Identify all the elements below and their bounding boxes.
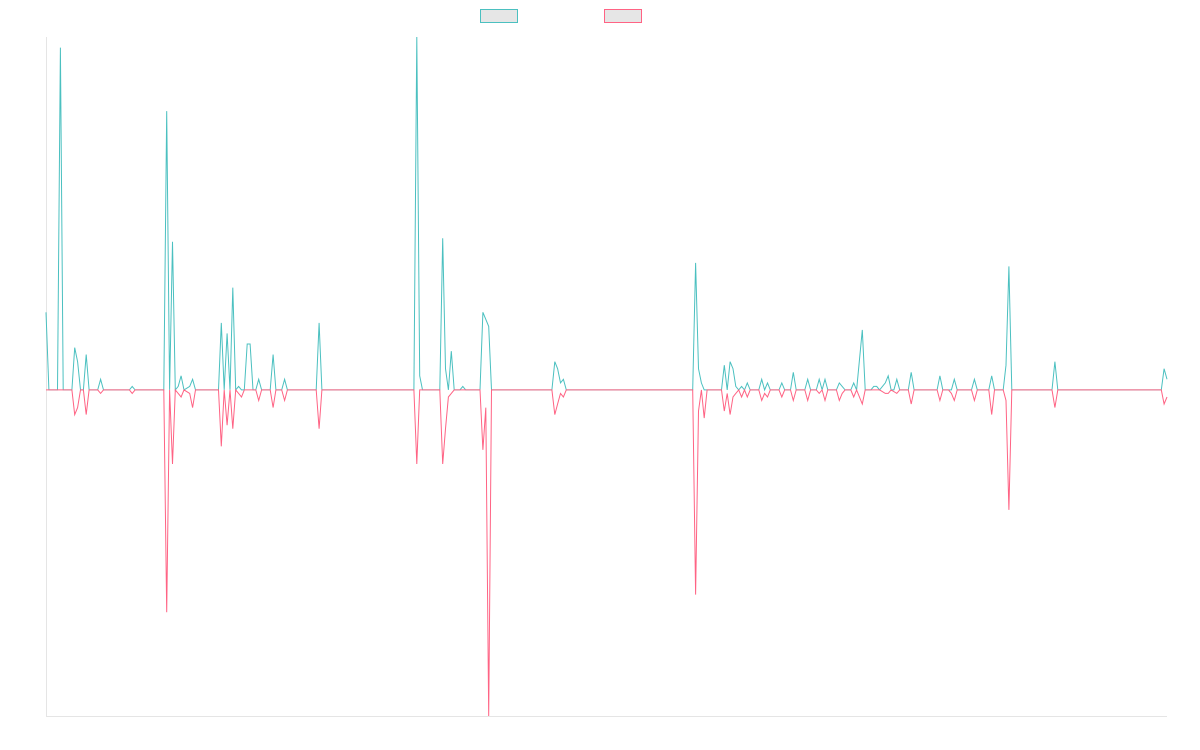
legend-swatch-series-1 <box>480 9 518 23</box>
series-line-1 <box>45 36 1168 392</box>
legend-item-series-2[interactable] <box>604 9 648 23</box>
legend-item-series-1[interactable] <box>480 9 524 23</box>
legend-swatch-series-2 <box>604 9 642 23</box>
series-line-2 <box>46 388 1168 717</box>
chart-legend <box>0 9 1200 27</box>
